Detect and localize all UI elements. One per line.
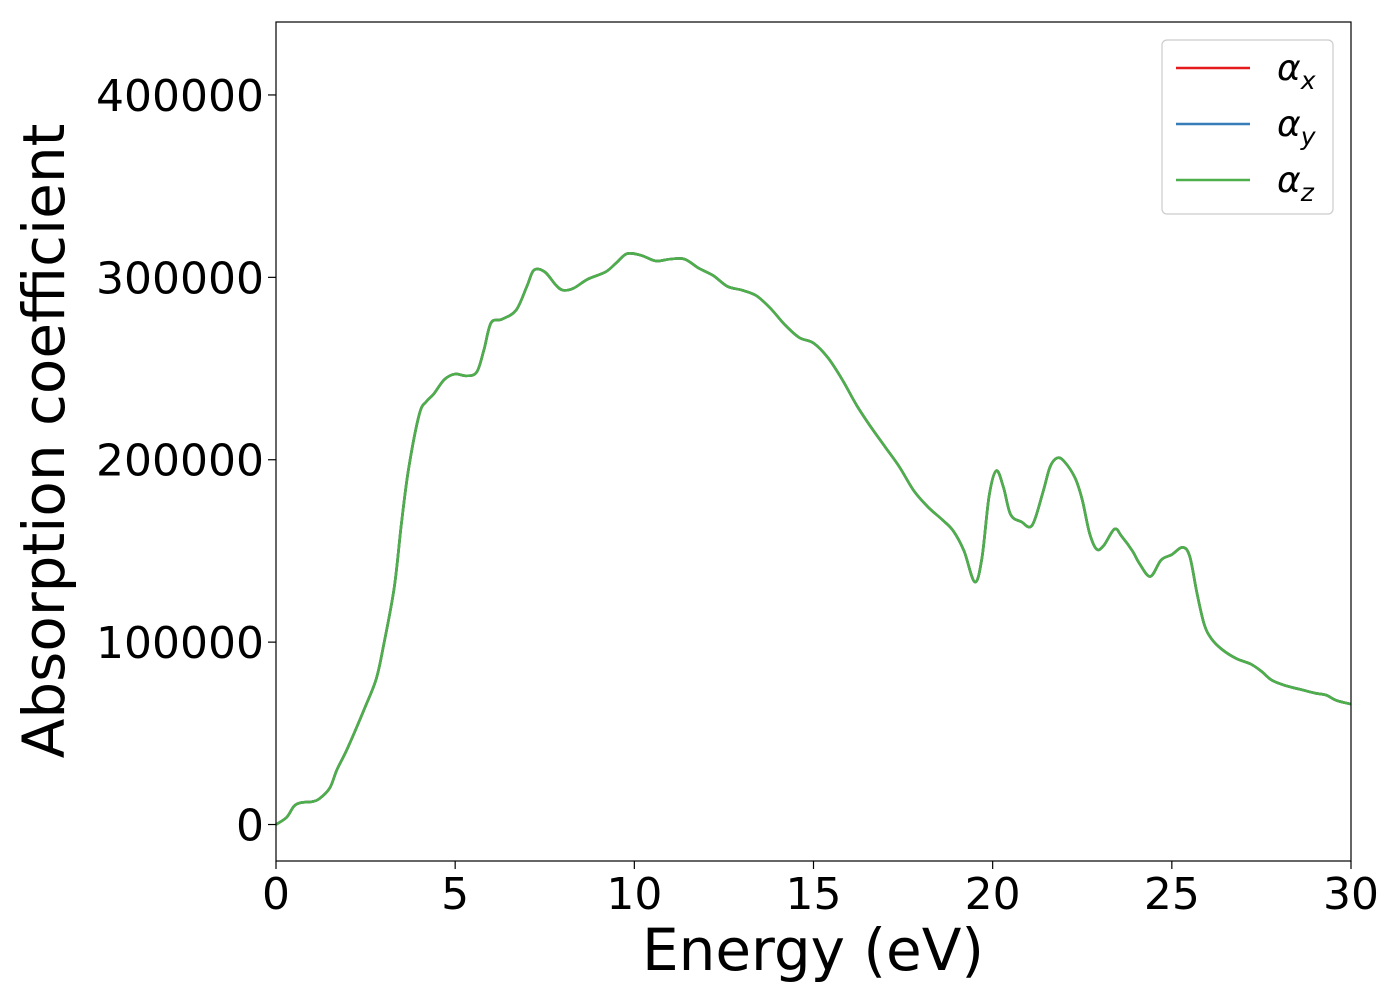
x-tick-label: 25	[1144, 869, 1200, 920]
x-tick-label: 5	[441, 869, 469, 920]
y-tick-label: 0	[236, 801, 264, 852]
legend-frame	[1161, 39, 1334, 215]
x-axis: 0 5 10 15 20 25 30	[262, 861, 1379, 920]
legend-label: αy	[1277, 104, 1317, 151]
legend-label: αx	[1277, 48, 1316, 95]
x-axis-label: Energy (eV)	[642, 916, 984, 984]
series-line-z	[275, 251, 1352, 826]
x-tick-label: 20	[965, 869, 1021, 920]
y-tick-label: 100000	[96, 618, 264, 669]
x-tick-label: 10	[606, 869, 662, 920]
x-tick-label: 15	[786, 869, 842, 920]
series-layer	[275, 251, 1352, 826]
y-tick-label: 300000	[96, 253, 264, 304]
y-axis: 0 100000 200000 300000 400000	[96, 71, 276, 852]
x-tick-label: 0	[262, 869, 290, 920]
y-tick-label: 200000	[96, 436, 264, 487]
y-axis-label: Absorption coefficient	[10, 124, 78, 759]
y-tick-label: 400000	[96, 71, 264, 122]
x-tick-label: 30	[1323, 869, 1379, 920]
